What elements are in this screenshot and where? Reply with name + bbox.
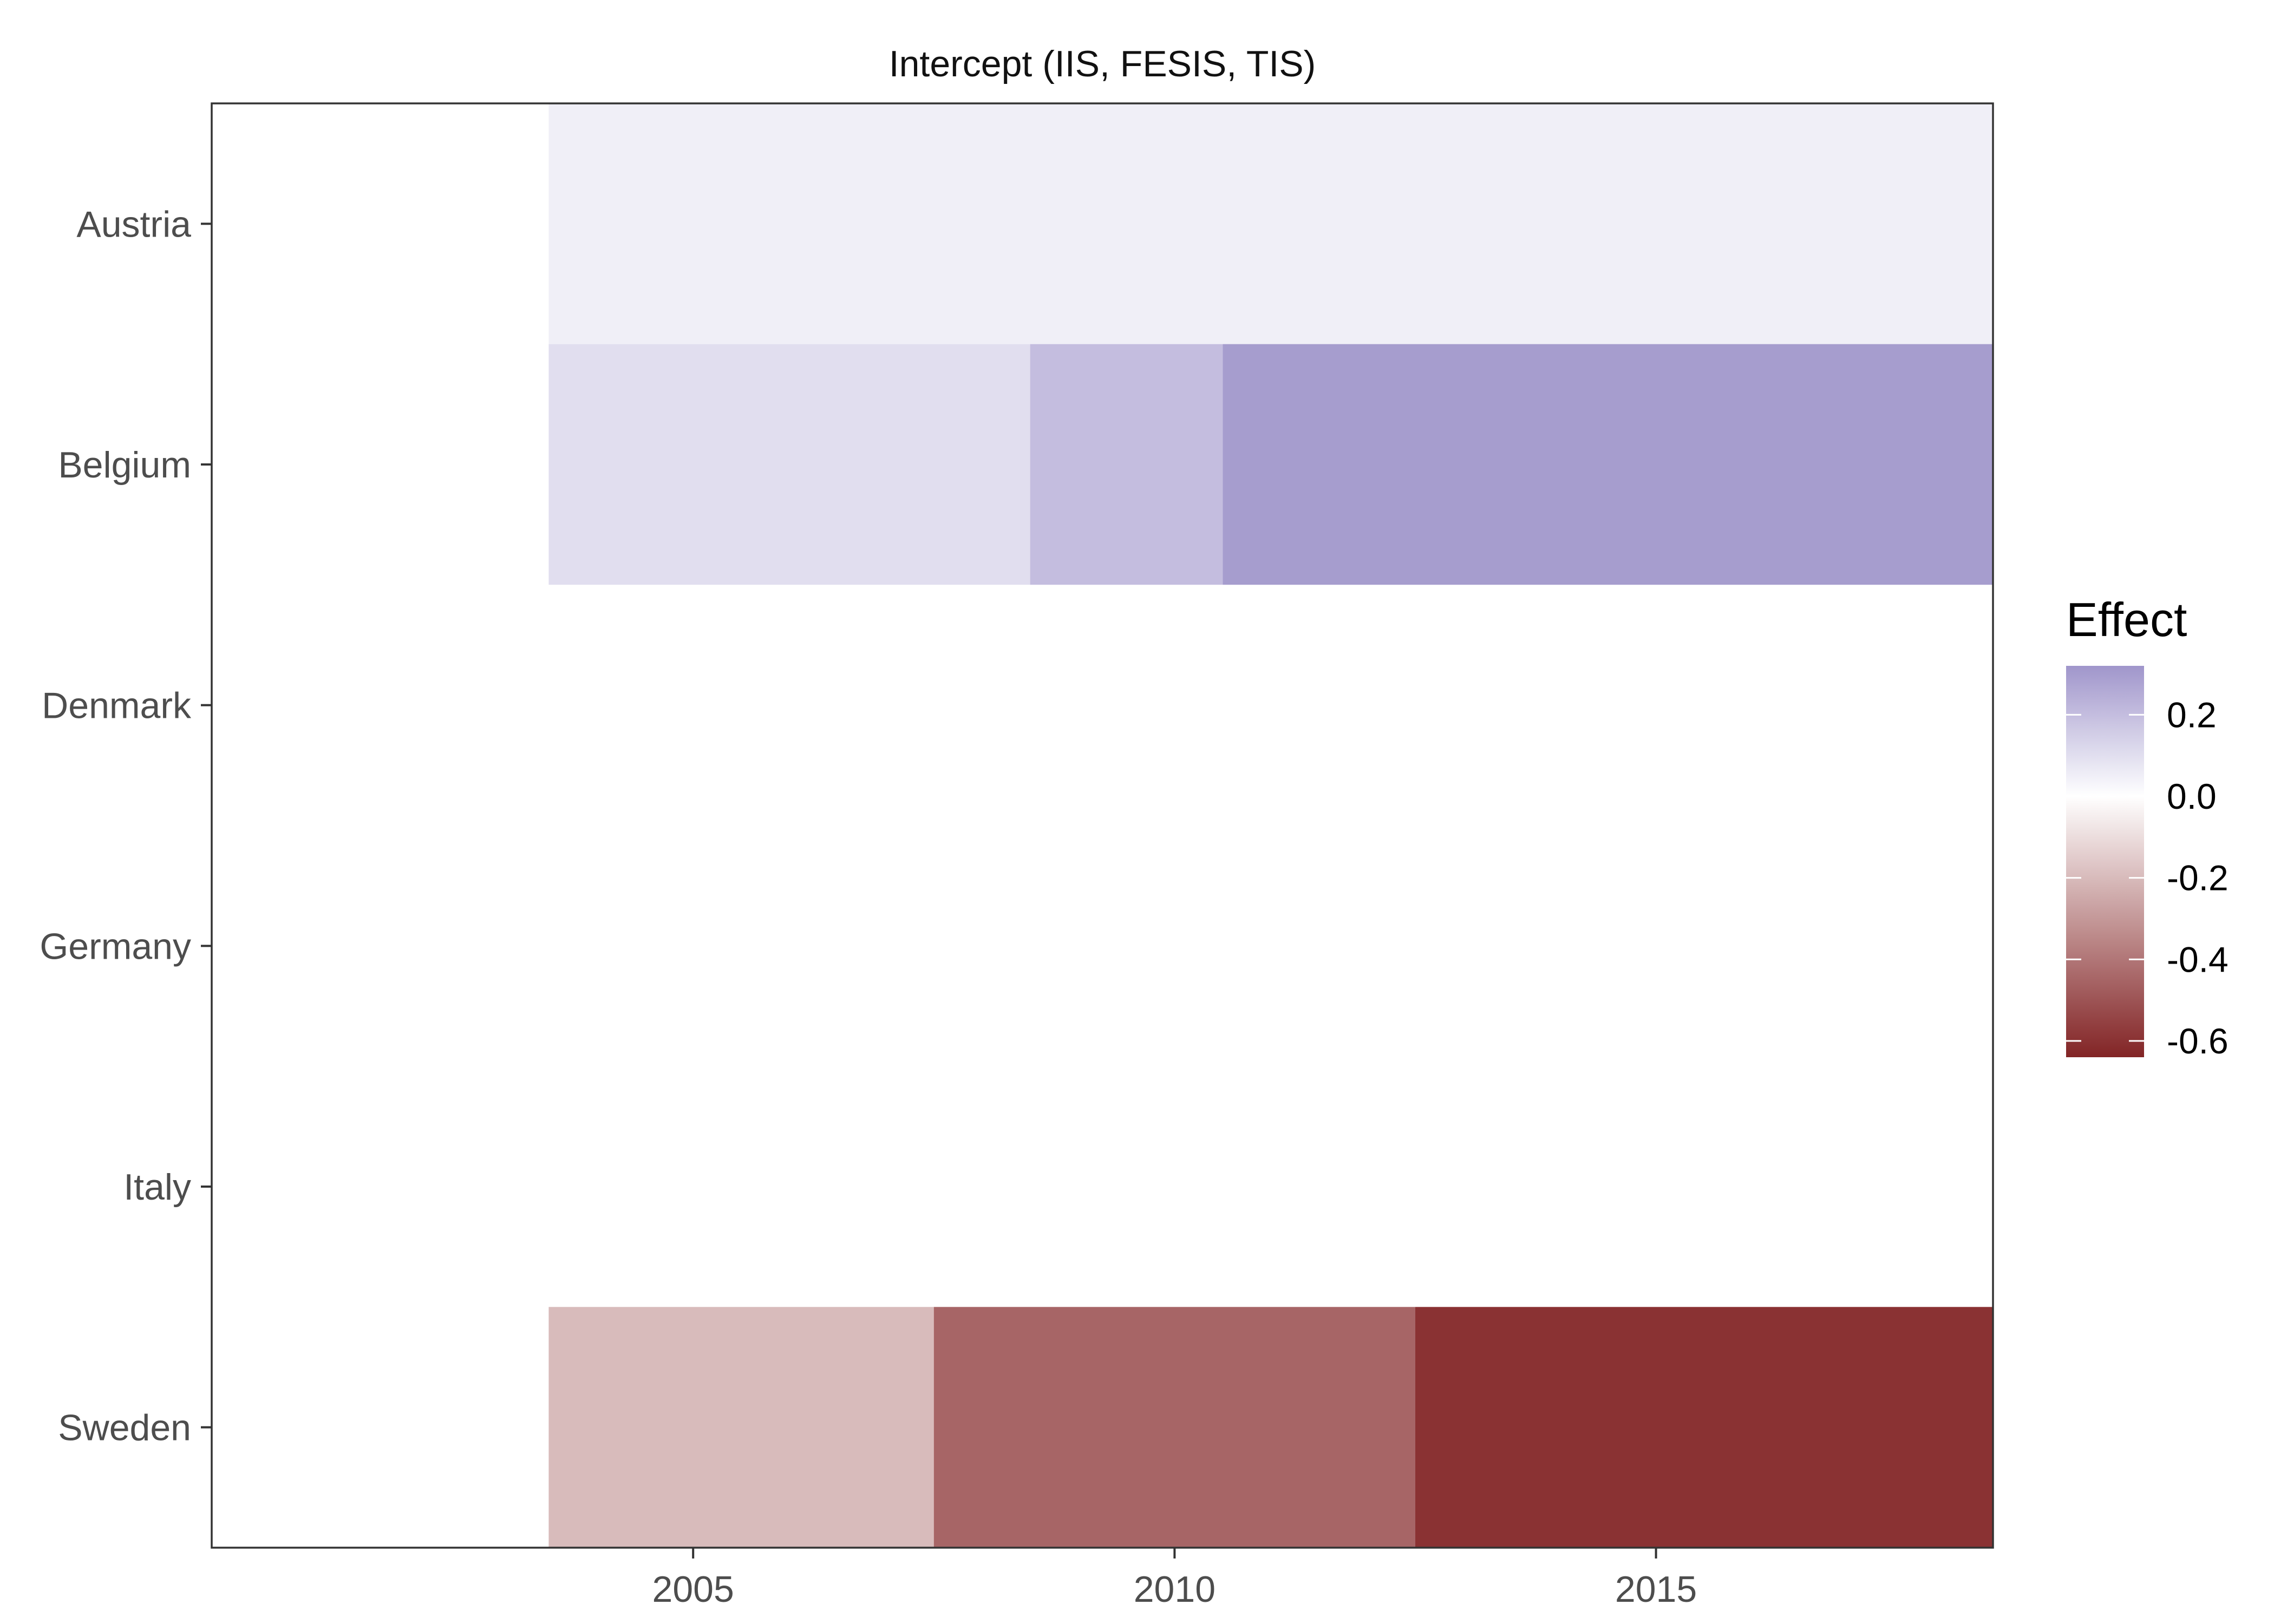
heatmap-cell xyxy=(1415,1307,1993,1548)
y-tick-label: Germany xyxy=(40,926,191,967)
legend-tick-label: -0.6 xyxy=(2167,1021,2229,1061)
y-axis: Austria Belgium Denmark Germany Italy Sweden xyxy=(40,204,212,1449)
heatmap-cells xyxy=(548,103,1994,1548)
chart-title: Intercept (IIS, FESIS, TIS) xyxy=(889,43,1316,84)
legend-tick-label: 0.2 xyxy=(2167,695,2217,735)
x-tick-label: 2015 xyxy=(1615,1569,1697,1610)
heatmap-cell xyxy=(548,344,1030,585)
legend-tick-label: -0.4 xyxy=(2167,939,2229,979)
y-tick-label: Italy xyxy=(123,1167,191,1208)
heatmap-cell xyxy=(933,1307,1415,1548)
legend-title: Effect xyxy=(2066,593,2187,646)
heatmap-cell xyxy=(548,1307,934,1548)
legend-tick-label: -0.2 xyxy=(2167,858,2229,898)
legend: 0.2 0.0 -0.2 -0.4 -0.6 xyxy=(2066,695,2229,1061)
y-tick-label: Sweden xyxy=(58,1407,191,1449)
heatmap-cell xyxy=(1030,344,1223,585)
y-tick-label: Denmark xyxy=(42,685,192,726)
y-tick-label: Belgium xyxy=(58,444,191,486)
heatmap-cell xyxy=(548,1066,1994,1307)
legend-tick-label: 0.0 xyxy=(2167,776,2217,816)
plot-border xyxy=(211,102,1994,1549)
heatmap-cell xyxy=(548,585,1994,826)
x-axis: 2005 2010 2015 xyxy=(652,1548,1697,1610)
heatmap-cell xyxy=(548,826,1994,1066)
x-tick-label: 2010 xyxy=(1134,1569,1216,1610)
x-tick-label: 2005 xyxy=(652,1569,734,1610)
heatmap-cell xyxy=(1223,344,1993,585)
heatmap-cell xyxy=(548,103,1994,344)
legend-colorbar xyxy=(2066,666,2144,1057)
y-tick-label: Austria xyxy=(76,204,191,245)
